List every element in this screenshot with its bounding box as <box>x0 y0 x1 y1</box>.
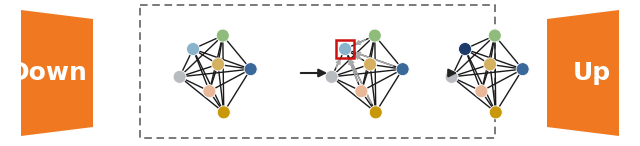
Circle shape <box>483 58 497 71</box>
Circle shape <box>364 58 376 71</box>
Circle shape <box>516 63 529 76</box>
Circle shape <box>186 42 200 55</box>
Circle shape <box>211 58 225 71</box>
Polygon shape <box>21 10 93 136</box>
Circle shape <box>216 29 229 42</box>
Circle shape <box>488 29 501 42</box>
Circle shape <box>325 70 338 83</box>
Circle shape <box>475 85 488 98</box>
Bar <box>336 40 354 58</box>
Bar <box>140 5 495 138</box>
Circle shape <box>458 42 472 55</box>
Circle shape <box>445 70 458 83</box>
Circle shape <box>489 106 502 119</box>
Circle shape <box>217 106 230 119</box>
Circle shape <box>244 63 257 76</box>
Text: Up: Up <box>573 61 611 85</box>
Circle shape <box>396 63 409 76</box>
Circle shape <box>368 29 381 42</box>
Circle shape <box>355 85 368 98</box>
Circle shape <box>369 106 382 119</box>
Text: Down: Down <box>8 61 88 85</box>
Circle shape <box>203 85 216 98</box>
Circle shape <box>173 70 186 83</box>
Polygon shape <box>547 10 619 136</box>
Circle shape <box>339 42 351 55</box>
